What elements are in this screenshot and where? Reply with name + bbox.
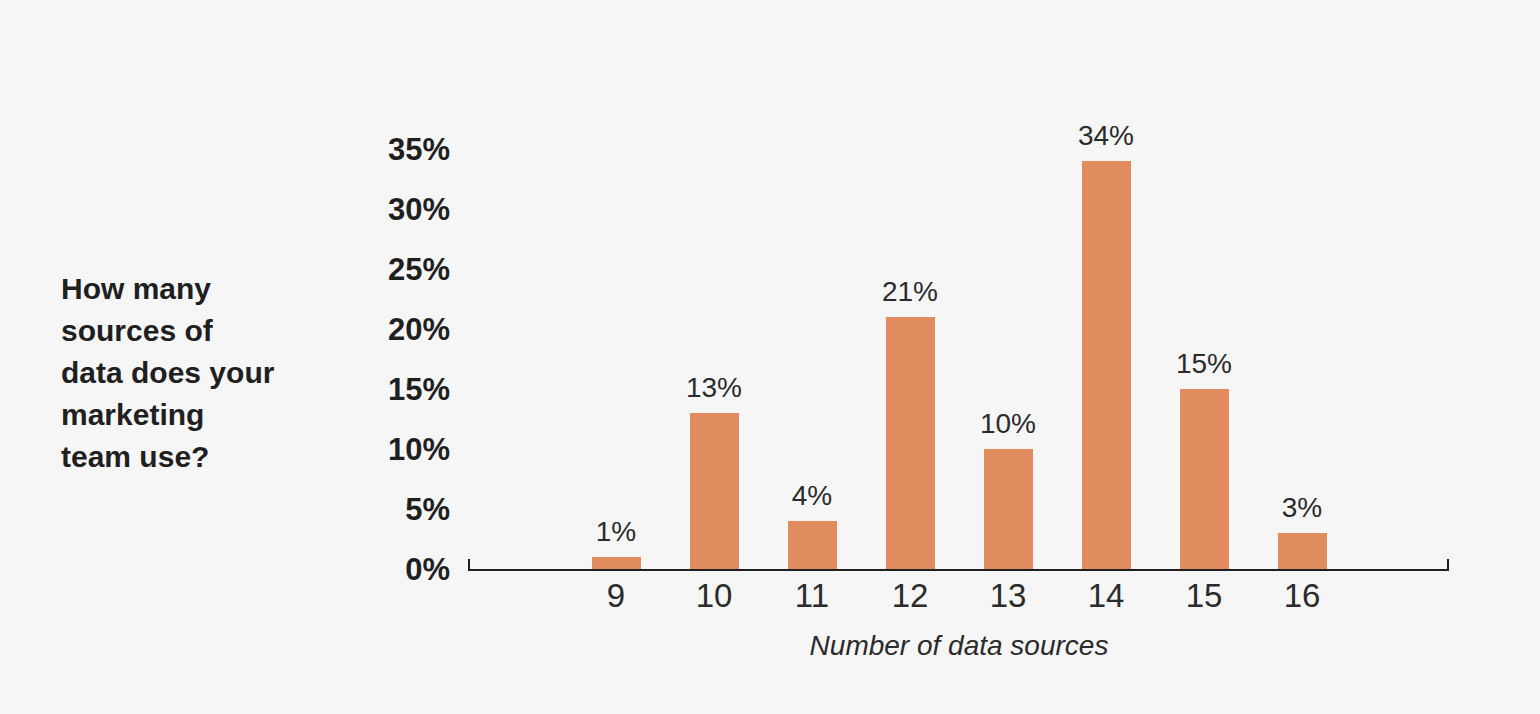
y-axis-tick-label: 0% [405, 553, 450, 587]
bar-value-label: 1% [556, 517, 676, 547]
question-line: How many [61, 268, 274, 310]
bar-9 [592, 557, 641, 569]
bar-value-label: 15% [1144, 349, 1264, 379]
axis-end-tick-left [468, 559, 470, 569]
bar-value-label: 34% [1046, 121, 1166, 151]
bar-value-label: 13% [654, 373, 774, 403]
y-axis-tick-label: 20% [388, 313, 450, 347]
x-axis-line [468, 569, 1449, 571]
bar-15 [1180, 389, 1229, 569]
x-axis-tick-label: 16 [1242, 578, 1362, 614]
chart-question-title: How many sources of data does your marke… [61, 268, 274, 478]
bar-value-label: 10% [948, 409, 1068, 439]
question-line: team use? [61, 436, 274, 478]
bar-11 [788, 521, 837, 569]
bar-value-label: 3% [1242, 493, 1362, 523]
bar-10 [690, 413, 739, 569]
y-axis-tick-label: 10% [388, 433, 450, 467]
bar-13 [984, 449, 1033, 569]
y-axis-tick-label: 15% [388, 373, 450, 407]
bar-value-label: 4% [752, 481, 872, 511]
bar-chart-canvas: How many sources of data does your marke… [0, 0, 1540, 714]
bar-16 [1278, 533, 1327, 569]
x-axis-title: Number of data sources [468, 630, 1450, 662]
y-axis-tick-label: 25% [388, 253, 450, 287]
y-axis-tick-label: 35% [388, 133, 450, 167]
y-axis-tick-label: 30% [388, 193, 450, 227]
axis-end-tick-right [1447, 559, 1449, 569]
y-axis-tick-label: 5% [405, 493, 450, 527]
question-line: sources of [61, 310, 274, 352]
bar-value-label: 21% [850, 277, 970, 307]
bar-14 [1082, 161, 1131, 569]
bar-12 [886, 317, 935, 569]
question-line: data does your [61, 352, 274, 394]
question-line: marketing [61, 394, 274, 436]
